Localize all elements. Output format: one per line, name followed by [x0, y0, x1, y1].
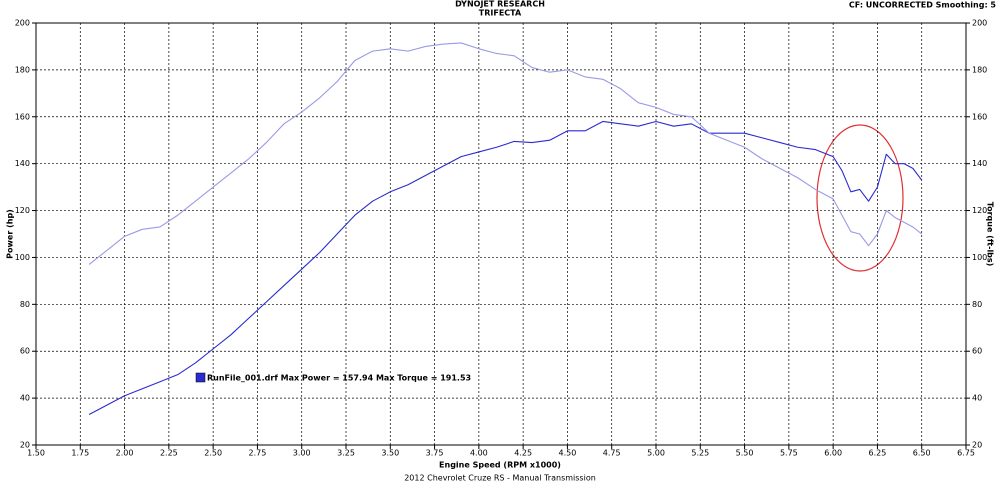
x-tick-label: 2.00: [116, 449, 134, 458]
y2-axis-title: Torque (ft-lbs): [986, 202, 995, 267]
x-tick-label: 5.75: [780, 449, 798, 458]
x-tick-label: 2.75: [249, 449, 267, 458]
data-line: [88, 120, 923, 416]
plot-frame: [35, 22, 967, 446]
x-tick-label: 3.50: [381, 449, 399, 458]
x-tick-label: 2.50: [204, 449, 222, 458]
y2-tick-label: 180: [972, 65, 987, 74]
legend-swatch: [195, 372, 206, 383]
highlight-ellipse: [816, 124, 904, 272]
chart-title: DYNOJET RESEARCH: [455, 0, 545, 9]
x-tick-label: 4.75: [603, 449, 621, 458]
chart-subtitle: TRIFECTA: [479, 9, 522, 18]
y-tick-label: 160: [15, 112, 30, 121]
y2-tick-label: 140: [972, 159, 987, 168]
x-tick-label: 6.50: [913, 449, 931, 458]
y-tick-label: 80: [20, 300, 30, 309]
y2-tick-label: 40: [972, 394, 982, 403]
y2-tick-label: 80: [972, 300, 982, 309]
x-tick-label: 3.75: [426, 449, 444, 458]
y-tick-label: 40: [20, 394, 30, 403]
x-tick-label: 6.75: [957, 449, 975, 458]
y-tick-label: 20: [20, 441, 30, 450]
x-axis-title: Engine Speed (RPM x1000): [439, 461, 561, 470]
x-tick-label: 1.75: [71, 449, 89, 458]
data-line: [88, 42, 923, 265]
y-tick-label: 100: [15, 253, 30, 262]
y-tick-label: 120: [15, 206, 30, 215]
y-tick-label: 60: [20, 347, 30, 356]
x-tick-label: 3.25: [337, 449, 355, 458]
x-tick-label: 4.50: [559, 449, 577, 458]
y2-tick-label: 100: [972, 253, 987, 262]
y-axis-title: Power (hp): [6, 209, 15, 259]
x-tick-label: 1.50: [27, 449, 45, 458]
x-tick-label: 5.50: [736, 449, 754, 458]
y2-tick-label: 60: [972, 347, 982, 356]
y-tick-label: 180: [15, 65, 30, 74]
x-tick-label: 3.00: [293, 449, 311, 458]
x-tick-label: 2.25: [160, 449, 178, 458]
x-tick-label: 5.25: [691, 449, 709, 458]
y-tick-label: 200: [15, 19, 30, 28]
y-tick-label: 140: [15, 159, 30, 168]
y2-tick-label: 160: [972, 112, 987, 121]
settings-note: CF: UNCORRECTED Smoothing: 5: [849, 1, 997, 10]
y2-tick-label: 20: [972, 441, 982, 450]
x-tick-label: 5.00: [647, 449, 665, 458]
x-tick-label: 6.00: [824, 449, 842, 458]
x-tick-label: 6.25: [869, 449, 887, 458]
y2-tick-label: 120: [972, 206, 987, 215]
x-tick-label: 4.00: [470, 449, 488, 458]
footer: 2012 Chevrolet Cruze RS - Manual Transmi…: [404, 474, 596, 483]
y2-tick-label: 200: [972, 19, 987, 28]
x-tick-label: 4.25: [514, 449, 532, 458]
legend-text: RunFile_001.drf Max Power = 157.94 Max T…: [207, 374, 471, 383]
